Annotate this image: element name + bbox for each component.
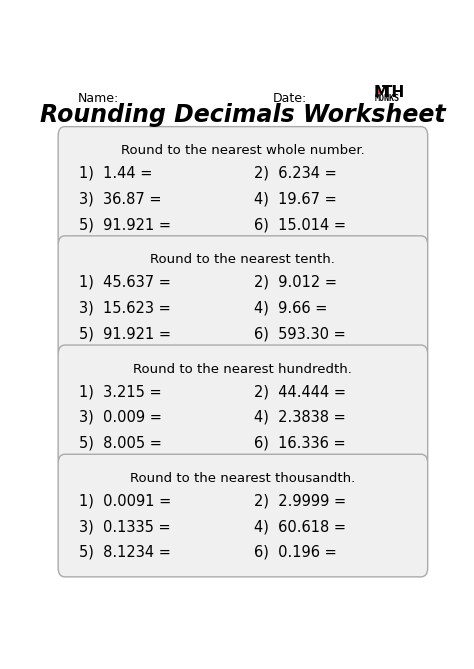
FancyBboxPatch shape: [58, 236, 428, 359]
Text: 5)  91.921 =: 5) 91.921 =: [80, 217, 172, 232]
Text: 2)  44.444 =: 2) 44.444 =: [254, 384, 346, 399]
Text: 6)  15.014 =: 6) 15.014 =: [254, 217, 346, 232]
Text: 1)  3.215 =: 1) 3.215 =: [80, 384, 162, 399]
Text: 2)  9.012 =: 2) 9.012 =: [254, 275, 337, 290]
Text: Round to the nearest tenth.: Round to the nearest tenth.: [150, 254, 336, 266]
Text: 3)  15.623 =: 3) 15.623 =: [80, 301, 171, 316]
Text: 6)  593.30 =: 6) 593.30 =: [254, 326, 346, 341]
Text: 4)  2.3838 =: 4) 2.3838 =: [254, 410, 346, 425]
Text: 2)  6.234 =: 2) 6.234 =: [254, 166, 337, 181]
Polygon shape: [378, 88, 381, 93]
Text: 2)  2.9999 =: 2) 2.9999 =: [254, 494, 346, 508]
Text: 1)  45.637 =: 1) 45.637 =: [80, 275, 171, 290]
Text: 1)  0.0091 =: 1) 0.0091 =: [80, 494, 172, 508]
FancyBboxPatch shape: [58, 126, 428, 250]
Text: 4)  19.67 =: 4) 19.67 =: [254, 191, 337, 207]
Text: Round to the nearest hundredth.: Round to the nearest hundredth.: [134, 363, 352, 375]
Text: Date:: Date:: [272, 92, 307, 104]
Text: 5)  91.921 =: 5) 91.921 =: [80, 326, 172, 341]
Text: Round to the nearest thousandth.: Round to the nearest thousandth.: [130, 472, 356, 485]
Text: 5)  8.1234 =: 5) 8.1234 =: [80, 545, 171, 560]
FancyBboxPatch shape: [58, 345, 428, 468]
FancyBboxPatch shape: [58, 454, 428, 577]
Text: 3)  0.1335 =: 3) 0.1335 =: [80, 519, 171, 534]
Text: MONKS: MONKS: [374, 94, 400, 103]
Text: 5)  8.005 =: 5) 8.005 =: [80, 436, 162, 451]
Text: 4)  9.66 =: 4) 9.66 =: [254, 301, 328, 316]
Text: TH: TH: [382, 86, 405, 100]
Text: Rounding Decimals Worksheet: Rounding Decimals Worksheet: [40, 104, 446, 128]
Text: 4)  60.618 =: 4) 60.618 =: [254, 519, 346, 534]
Text: Name:: Name:: [78, 92, 119, 104]
Text: 3)  0.009 =: 3) 0.009 =: [80, 410, 162, 425]
Text: 6)  0.196 =: 6) 0.196 =: [254, 545, 337, 560]
Text: M: M: [374, 86, 389, 100]
Text: 6)  16.336 =: 6) 16.336 =: [254, 436, 346, 451]
Text: 3)  36.87 =: 3) 36.87 =: [80, 191, 162, 207]
Text: 1)  1.44 =: 1) 1.44 =: [80, 166, 153, 181]
Text: Round to the nearest whole number.: Round to the nearest whole number.: [121, 144, 365, 157]
